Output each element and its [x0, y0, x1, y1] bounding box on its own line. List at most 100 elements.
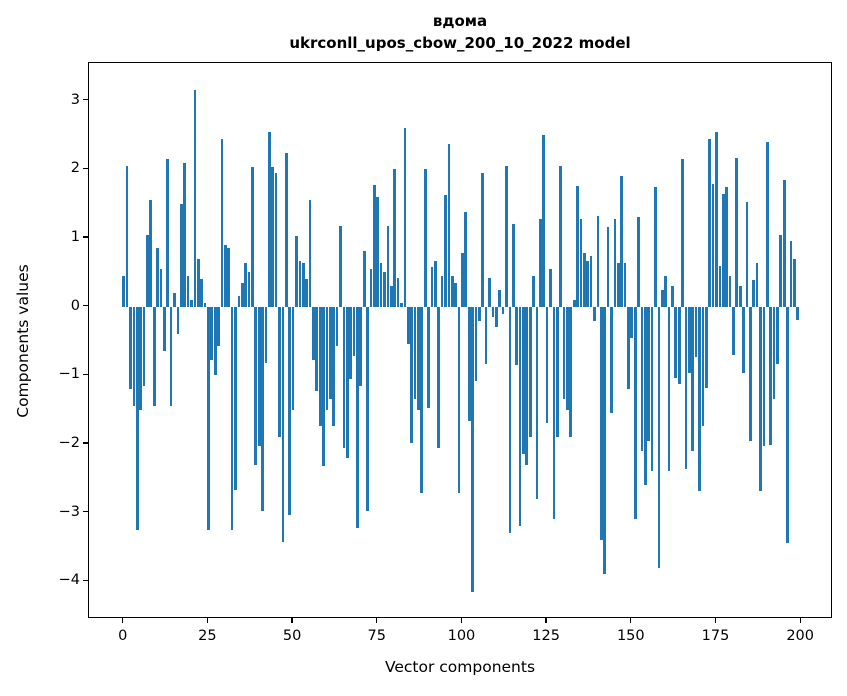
bar-component-63	[335, 306, 339, 346]
bar-component-31	[227, 248, 231, 307]
bar-component-80	[393, 169, 397, 307]
y-tick-label-3: 3	[70, 91, 80, 108]
chart-title: вдома ukrconll_upos_cbow_200_10_2022 mod…	[88, 10, 832, 54]
bar-component-180	[732, 306, 735, 355]
bar-component-117	[518, 306, 522, 527]
bar-component-98	[454, 282, 457, 307]
x-tick-label-200: 200	[786, 628, 814, 644]
bar-component-155	[647, 306, 651, 441]
bar-component-86	[413, 306, 417, 400]
bar-component-93	[437, 306, 441, 449]
bar-component-91	[430, 266, 434, 307]
bar-component-5	[139, 306, 142, 410]
bar-component-88	[420, 306, 424, 493]
bar-component-28	[217, 306, 220, 346]
bar-component-102	[467, 306, 471, 422]
y-tick-label-−4: −4	[58, 572, 80, 589]
bar-component-164	[677, 306, 681, 385]
bar-component-30	[223, 244, 227, 307]
bar-component-90	[427, 306, 430, 408]
bar-component-147	[620, 176, 623, 307]
bar-component-44	[271, 166, 275, 307]
bar-component-196	[786, 306, 789, 544]
x-tick-label-0: 0	[118, 628, 128, 644]
bar-component-75	[376, 196, 380, 307]
bar-component-161	[667, 306, 671, 472]
bar-component-129	[559, 165, 562, 307]
y-tick-label-−2: −2	[58, 434, 80, 451]
x-tick-label-50: 50	[282, 628, 302, 644]
bar-component-157	[654, 186, 657, 307]
bar-component-135	[579, 218, 583, 307]
bar-component-81	[396, 277, 400, 307]
bar-component-46	[278, 306, 281, 438]
bar-component-10	[156, 248, 159, 307]
bar-component-134	[576, 185, 579, 307]
bar-component-83	[403, 128, 407, 307]
bar-component-116	[515, 306, 518, 366]
bar-component-112	[501, 306, 505, 314]
bar-component-15	[173, 292, 176, 307]
bar-component-109	[491, 306, 495, 317]
bar-component-127	[552, 306, 556, 520]
bar-component-144	[610, 306, 613, 414]
bar-component-166	[684, 306, 688, 470]
y-tick-mark-3	[83, 99, 88, 101]
bar-component-122	[535, 306, 539, 499]
bar-component-140	[596, 216, 600, 307]
bar-component-172	[704, 306, 708, 388]
bar-component-179	[728, 275, 732, 307]
y-tick-mark-−2	[83, 442, 88, 444]
x-axis-label: Vector components	[384, 658, 536, 676]
x-tick-mark-50	[291, 618, 293, 623]
plot-area	[88, 62, 832, 618]
bar-component-124	[542, 135, 546, 307]
y-tick-label-−3: −3	[58, 503, 80, 520]
bar-component-174	[711, 184, 715, 307]
bar-component-36	[244, 263, 247, 307]
bar-component-103	[471, 306, 474, 592]
bar-component-56	[312, 306, 315, 360]
bar-component-189	[762, 306, 766, 446]
bar-component-37	[247, 272, 251, 307]
bar-component-26	[210, 306, 214, 360]
bar-component-121	[532, 275, 535, 307]
bar-component-110	[494, 306, 498, 328]
bar-component-133	[572, 299, 576, 307]
x-tick-mark-75	[376, 618, 378, 623]
bar-component-104	[474, 306, 478, 381]
bar-component-130	[562, 306, 566, 400]
x-tick-mark-150	[630, 618, 632, 623]
bar-component-11	[159, 268, 163, 307]
x-tick-label-75: 75	[367, 628, 386, 644]
bar-component-199	[796, 306, 800, 321]
bar-component-153	[640, 306, 644, 451]
bar-component-54	[305, 278, 308, 307]
bar-component-74	[373, 185, 376, 307]
bar-component-107	[484, 306, 488, 365]
bar-component-123	[538, 218, 542, 307]
bar-component-171	[701, 306, 705, 427]
bar-component-175	[715, 131, 718, 307]
bar-component-113	[505, 165, 508, 307]
bar-component-32	[230, 306, 234, 530]
bar-component-167	[688, 306, 691, 373]
bar-component-3	[132, 306, 136, 407]
bar-component-197	[789, 241, 793, 307]
bar-component-111	[498, 289, 502, 307]
bar-component-152	[637, 217, 640, 307]
bar-component-169	[694, 306, 698, 358]
bar-component-114	[508, 306, 512, 534]
bar-component-68	[352, 306, 356, 357]
bar-component-77	[383, 272, 386, 307]
bar-component-185	[749, 306, 752, 442]
bar-component-48	[284, 152, 288, 307]
bar-component-141	[599, 306, 603, 541]
bar-component-184	[745, 202, 749, 307]
bar-component-16	[176, 306, 180, 335]
bar-component-78	[386, 225, 390, 307]
bar-component-66	[345, 306, 349, 458]
bar-component-23	[200, 279, 203, 307]
x-tick-mark-200	[799, 618, 801, 623]
bar-component-18	[183, 162, 187, 307]
